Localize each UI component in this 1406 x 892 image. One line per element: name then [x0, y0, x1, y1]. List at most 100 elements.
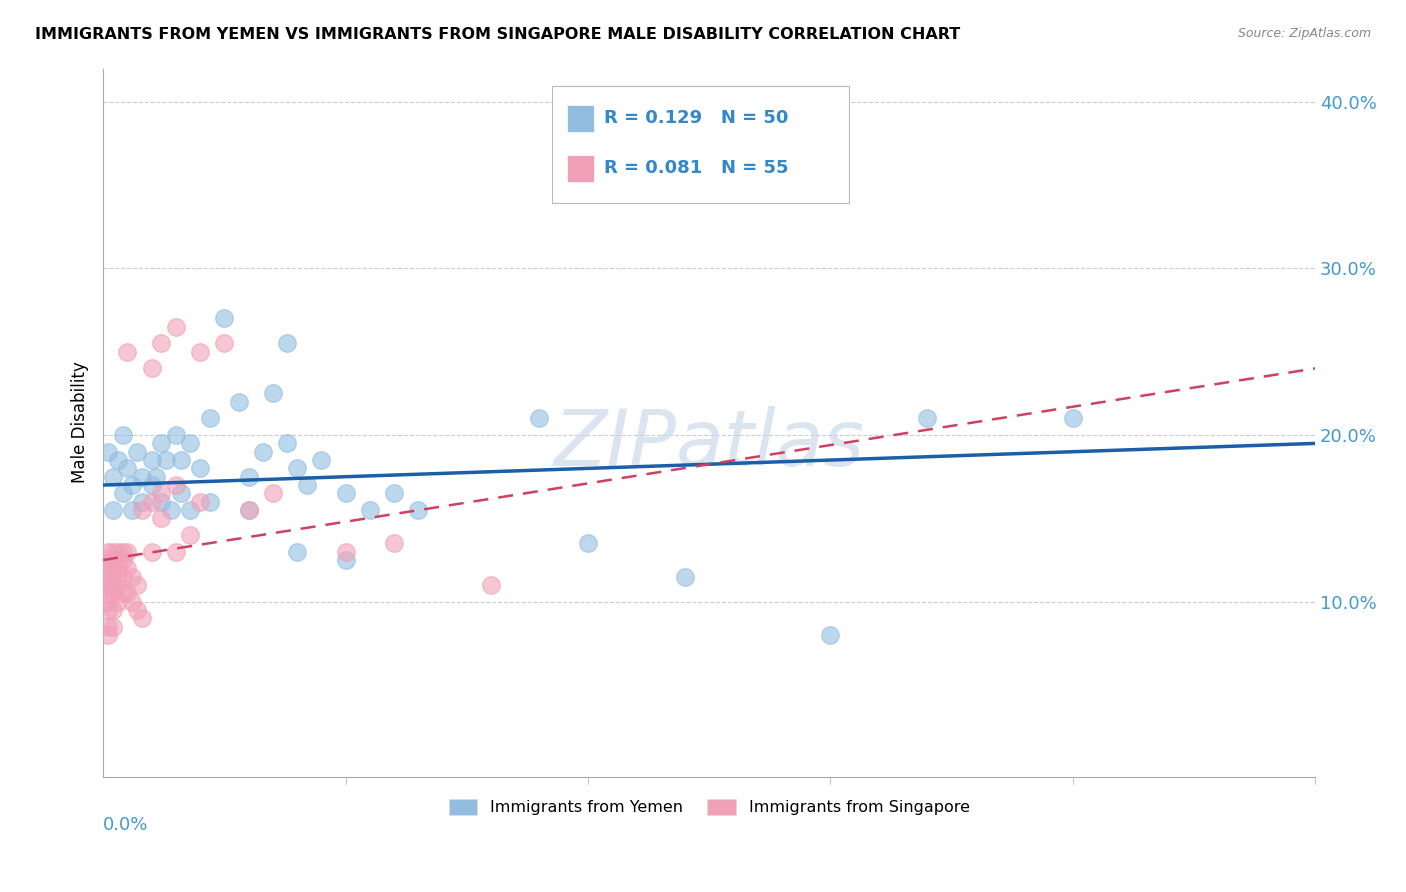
Point	[335, 544, 357, 558]
Point	[111, 428, 134, 442]
Point	[131, 494, 153, 508]
Point	[141, 494, 163, 508]
Point	[97, 544, 120, 558]
Point	[117, 561, 139, 575]
Point	[97, 553, 120, 567]
Point	[145, 469, 167, 483]
Point	[97, 578, 120, 592]
Point	[131, 469, 153, 483]
Point	[97, 570, 120, 584]
Point	[1062, 411, 1084, 425]
Point	[576, 536, 599, 550]
Point	[479, 578, 502, 592]
Point	[529, 411, 551, 425]
Point	[131, 611, 153, 625]
Point	[170, 453, 193, 467]
Point	[101, 578, 124, 592]
Point	[97, 586, 120, 600]
Point	[335, 553, 357, 567]
Point	[262, 486, 284, 500]
Point	[131, 503, 153, 517]
Legend: Immigrants from Yemen, Immigrants from Singapore: Immigrants from Yemen, Immigrants from S…	[443, 792, 976, 822]
Point	[101, 603, 124, 617]
Point	[165, 544, 187, 558]
Point	[121, 478, 143, 492]
Point	[160, 503, 183, 517]
Point	[673, 570, 696, 584]
Point	[150, 494, 173, 508]
Point	[101, 586, 124, 600]
Text: Source: ZipAtlas.com: Source: ZipAtlas.com	[1237, 27, 1371, 40]
Point	[188, 344, 211, 359]
Point	[238, 469, 260, 483]
Point	[188, 494, 211, 508]
FancyBboxPatch shape	[551, 87, 849, 203]
Point	[101, 570, 124, 584]
Point	[262, 386, 284, 401]
Text: ZIPatlas: ZIPatlas	[554, 406, 865, 482]
Point	[111, 553, 134, 567]
Point	[406, 503, 429, 517]
Point	[111, 544, 134, 558]
Point	[141, 453, 163, 467]
Point	[198, 494, 221, 508]
Point	[141, 361, 163, 376]
Point	[107, 561, 129, 575]
Point	[97, 603, 120, 617]
FancyBboxPatch shape	[568, 155, 593, 182]
Point	[111, 486, 134, 500]
Point	[107, 595, 129, 609]
Point	[121, 595, 143, 609]
Point	[107, 553, 129, 567]
Point	[121, 570, 143, 584]
Point	[117, 461, 139, 475]
Point	[111, 586, 134, 600]
Point	[276, 436, 298, 450]
Point	[252, 444, 274, 458]
Point	[165, 319, 187, 334]
Point	[101, 544, 124, 558]
Point	[101, 503, 124, 517]
Point	[117, 344, 139, 359]
Point	[820, 628, 842, 642]
Point	[141, 544, 163, 558]
Point	[198, 411, 221, 425]
Point	[125, 603, 148, 617]
Point	[141, 478, 163, 492]
Point	[97, 628, 120, 642]
Point	[121, 503, 143, 517]
Point	[97, 444, 120, 458]
Point	[359, 503, 381, 517]
Y-axis label: Male Disability: Male Disability	[72, 361, 89, 483]
Point	[125, 578, 148, 592]
Point	[214, 336, 236, 351]
Text: R = 0.129   N = 50: R = 0.129 N = 50	[603, 109, 789, 127]
Point	[117, 586, 139, 600]
Point	[97, 620, 120, 634]
Point	[170, 486, 193, 500]
Point	[179, 436, 201, 450]
Point	[165, 478, 187, 492]
Point	[107, 578, 129, 592]
Point	[97, 595, 120, 609]
Point	[188, 461, 211, 475]
Point	[107, 453, 129, 467]
Point	[382, 486, 405, 500]
Point	[214, 311, 236, 326]
Point	[917, 411, 939, 425]
Point	[238, 503, 260, 517]
Point	[111, 570, 134, 584]
Point	[179, 503, 201, 517]
Point	[101, 620, 124, 634]
Point	[150, 436, 173, 450]
Point	[101, 553, 124, 567]
Point	[150, 486, 173, 500]
Text: R = 0.081   N = 55: R = 0.081 N = 55	[603, 159, 789, 177]
Text: IMMIGRANTS FROM YEMEN VS IMMIGRANTS FROM SINGAPORE MALE DISABILITY CORRELATION C: IMMIGRANTS FROM YEMEN VS IMMIGRANTS FROM…	[35, 27, 960, 42]
Point	[155, 453, 177, 467]
FancyBboxPatch shape	[568, 105, 593, 132]
Point	[150, 336, 173, 351]
Point	[97, 561, 120, 575]
Point	[117, 544, 139, 558]
Point	[228, 394, 250, 409]
